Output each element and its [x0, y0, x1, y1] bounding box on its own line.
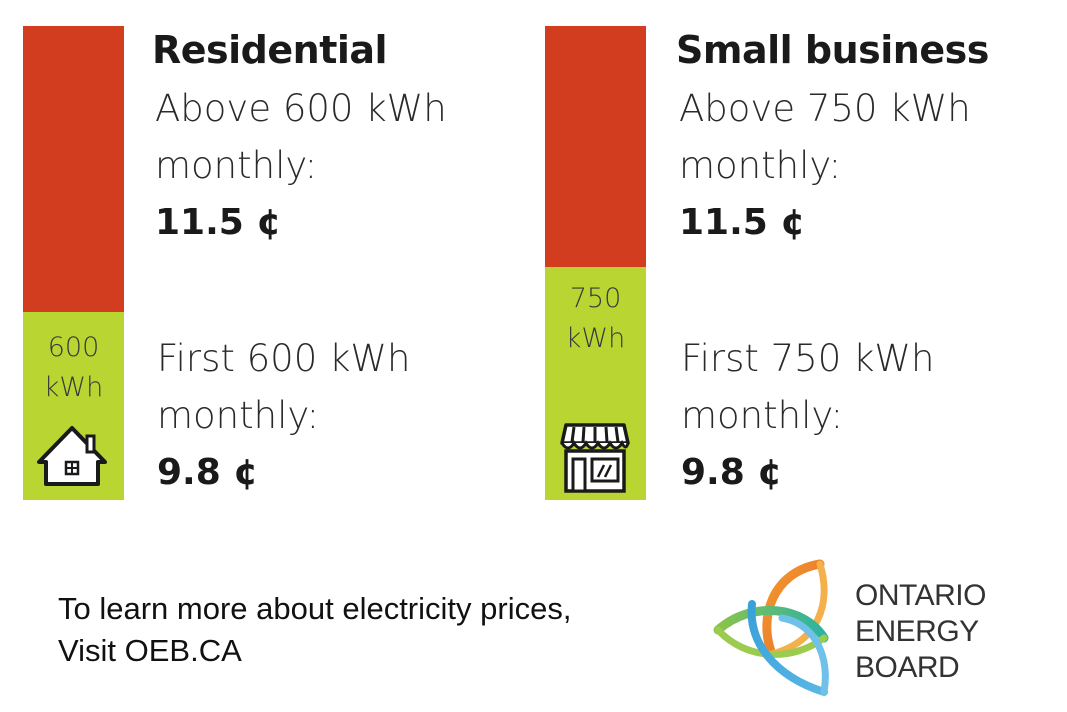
residential-upper-price: 11.5 ¢ — [155, 202, 282, 243]
residential-tier-bar: 600 kWh — [23, 26, 124, 500]
oeb-wordmark: ONTARIO ENERGY BOARD — [855, 579, 986, 684]
footer-line-1: To learn more about electricity prices, — [58, 591, 572, 626]
oeb-leaf-logo — [712, 558, 852, 702]
house-icon — [36, 424, 108, 490]
storefront-icon — [560, 421, 630, 499]
small-business-upper-price: 11.5 ¢ — [679, 202, 806, 243]
small-business-threshold-label: 750 kWh — [565, 283, 626, 354]
small-business-tier-bar: 750 kWh — [545, 26, 646, 500]
residential-upper-tier-text: Above 600 kWh monthly: 11.5 ¢ — [155, 80, 447, 251]
small-business-lower-tier-block: 750 kWh — [545, 267, 646, 500]
small-business-lower-tier-text: First 750 kWh monthly: 9.8 ¢ — [681, 330, 934, 501]
small-business-lower-price: 9.8 ¢ — [681, 452, 783, 493]
footer-text: To learn more about electricity prices, … — [58, 588, 571, 672]
residential-heading: Residential — [152, 28, 388, 72]
residential-upper-tier-block — [23, 26, 124, 312]
residential-threshold-label: 600 kWh — [43, 332, 104, 403]
small-business-heading: Small business — [676, 28, 989, 72]
small-business-upper-tier-block — [545, 26, 646, 267]
residential-lower-tier-block: 600 kWh — [23, 312, 124, 500]
residential-lower-tier-text: First 600 kWh monthly: 9.8 ¢ — [157, 330, 410, 501]
residential-lower-price: 9.8 ¢ — [157, 452, 259, 493]
footer-link-oeb[interactable]: Visit OEB.CA — [58, 633, 242, 668]
small-business-upper-tier-text: Above 750 kWh monthly: 11.5 ¢ — [679, 80, 971, 251]
